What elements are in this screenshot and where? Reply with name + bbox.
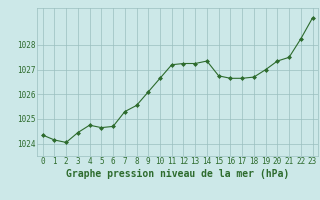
X-axis label: Graphe pression niveau de la mer (hPa): Graphe pression niveau de la mer (hPa) xyxy=(66,169,289,179)
